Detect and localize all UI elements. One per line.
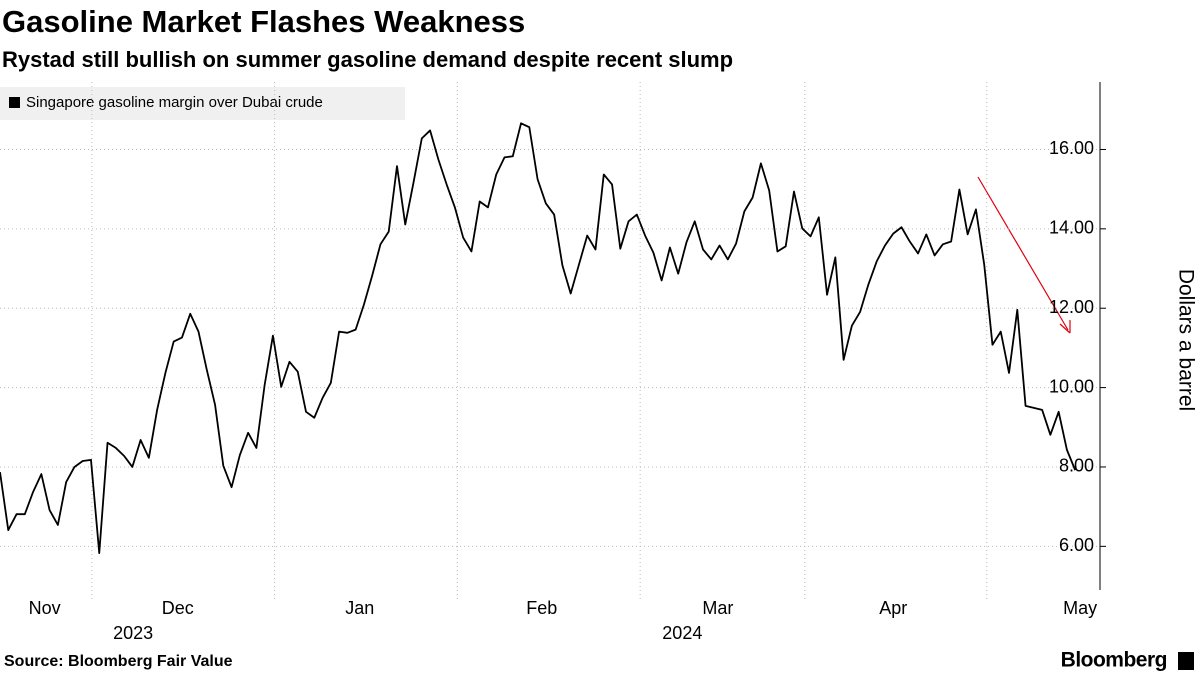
x-tick-label: Feb	[526, 598, 557, 618]
x-tick-label: May	[1063, 598, 1097, 618]
x-year-label: 2023	[113, 623, 153, 643]
y-tick-label: 16.00	[1049, 138, 1094, 158]
y-tick-label: 12.00	[1049, 297, 1094, 317]
legend-swatch	[9, 97, 20, 108]
chart-subtitle: Rystad still bullish on summer gasoline …	[2, 47, 733, 72]
y-axis-label: Dollars a barrel	[1174, 269, 1197, 411]
chart-title: Gasoline Market Flashes Weakness	[2, 4, 525, 39]
x-tick-label: Nov	[29, 598, 61, 618]
legend-box	[0, 87, 405, 120]
x-year-label: 2024	[662, 623, 702, 643]
y-tick-label: 8.00	[1059, 456, 1094, 476]
trend-arrow	[977, 176, 1069, 331]
brand-icon	[1178, 652, 1194, 670]
x-tick-label: Apr	[879, 598, 907, 618]
legend-label: Singapore gasoline margin over Dubai cru…	[26, 94, 323, 111]
y-tick-label: 14.00	[1049, 218, 1094, 238]
source: Source: Bloomberg Fair Value	[4, 653, 233, 670]
brand: Bloomberg	[1061, 649, 1167, 672]
series-line	[0, 122, 1077, 554]
x-tick-label: Jan	[345, 598, 374, 618]
x-tick-label: Mar	[702, 598, 733, 618]
y-tick-label: 10.00	[1049, 376, 1094, 396]
y-tick-label: 6.00	[1059, 535, 1094, 555]
trend-arrow-head	[1059, 320, 1071, 334]
x-tick-label: Dec	[162, 598, 194, 618]
